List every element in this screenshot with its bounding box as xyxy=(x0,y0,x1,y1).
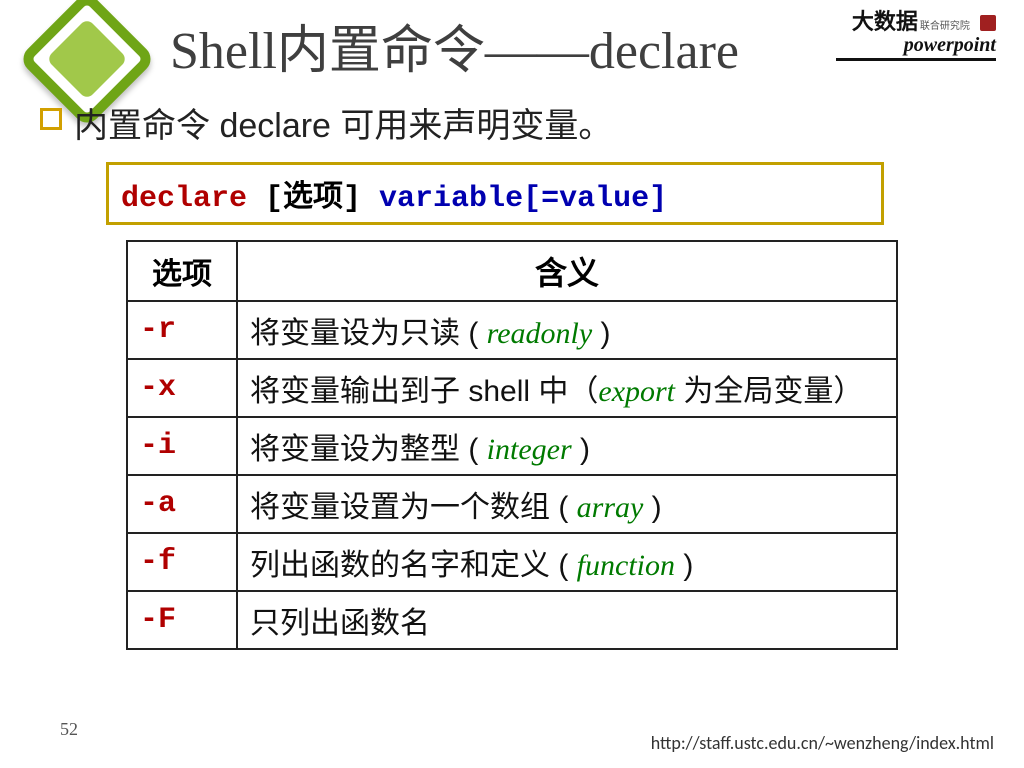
option-flag: -F xyxy=(127,591,237,649)
table-row: -a将变量设置为一个数组 ( array ) xyxy=(127,475,897,533)
meaning-pre: 列出函数的名字和定义 ( xyxy=(250,549,577,582)
table-row: -i将变量设为整型 ( integer ) xyxy=(127,417,897,475)
option-flag: -f xyxy=(127,533,237,591)
syntax-box: declare [选项] variable[=value] xyxy=(106,162,884,225)
table-header-row: 选项 含义 xyxy=(127,241,897,301)
meaning-pre: 只列出函数名 xyxy=(250,607,430,640)
meaning-pre: 将变量设为只读 ( xyxy=(250,317,487,350)
brand-main: 大数据 xyxy=(852,9,918,34)
option-meaning: 将变量设置为一个数组 ( array ) xyxy=(237,475,897,533)
table-row: -F 只列出函数名 xyxy=(127,591,897,649)
option-flag: -x xyxy=(127,359,237,417)
meaning-emph: integer xyxy=(487,433,572,466)
meaning-post: ) xyxy=(643,491,661,524)
bullet-icon xyxy=(40,108,62,130)
slide-logo xyxy=(28,0,126,98)
th-meaning: 含义 xyxy=(237,241,897,301)
page-number: 52 xyxy=(60,719,78,740)
table-body: -r将变量设为只读 ( readonly )-x将变量输出到子 shell 中（… xyxy=(127,301,897,649)
option-flag: -a xyxy=(127,475,237,533)
syntax-cmd: declare xyxy=(121,182,247,216)
bullet-row: 内置命令 declare 可用来声明变量。 xyxy=(40,98,984,147)
table-row: -r将变量设为只读 ( readonly ) xyxy=(127,301,897,359)
bullet-text: 内置命令 declare 可用来声明变量。 xyxy=(74,98,612,147)
meaning-post: 为全局变量） xyxy=(675,375,863,408)
option-meaning: 将变量输出到子 shell 中（export 为全局变量） xyxy=(237,359,897,417)
footer-url: http://staff.ustc.edu.cn/~wenzheng/index… xyxy=(651,732,994,754)
options-table: 选项 含义 -r将变量设为只读 ( readonly )-x将变量输出到子 sh… xyxy=(126,240,898,650)
meaning-post: ) xyxy=(572,433,590,466)
meaning-post: ) xyxy=(592,317,610,350)
syntax-rest: variable[=value] xyxy=(379,182,667,216)
brand-sub: 联合研究院 xyxy=(920,21,970,32)
meaning-emph: array xyxy=(577,491,644,524)
meaning-post: ) xyxy=(675,549,693,582)
meaning-emph: function xyxy=(577,549,675,582)
meaning-pre: 将变量设为整型 ( xyxy=(250,433,487,466)
logo-diamond-inner xyxy=(46,18,128,100)
meaning-pre: 将变量设置为一个数组 ( xyxy=(250,491,577,524)
option-meaning: 将变量设为整型 ( integer ) xyxy=(237,417,897,475)
slide-title: Shell内置命令——declare xyxy=(170,8,739,83)
option-flag: -i xyxy=(127,417,237,475)
meaning-emph: export xyxy=(598,375,675,408)
meaning-emph: readonly xyxy=(487,317,593,350)
option-meaning: 将变量设为只读 ( readonly ) xyxy=(237,301,897,359)
th-option: 选项 xyxy=(127,241,237,301)
brand-block: 大数据联合研究院 powerpoint xyxy=(836,10,996,61)
table-row: -f列出函数的名字和定义 ( function ) xyxy=(127,533,897,591)
option-flag: -r xyxy=(127,301,237,359)
option-meaning: 列出函数的名字和定义 ( function ) xyxy=(237,533,897,591)
option-meaning: 只列出函数名 xyxy=(237,591,897,649)
brand-line1: 大数据联合研究院 xyxy=(836,10,996,34)
syntax-opt: [选项] xyxy=(247,182,379,216)
brand-seal-icon xyxy=(980,15,996,31)
table-row: -x将变量输出到子 shell 中（export 为全局变量） xyxy=(127,359,897,417)
brand-line2: powerpoint xyxy=(836,34,996,56)
meaning-pre: 将变量输出到子 shell 中（ xyxy=(250,375,598,408)
brand-underline xyxy=(836,58,996,61)
